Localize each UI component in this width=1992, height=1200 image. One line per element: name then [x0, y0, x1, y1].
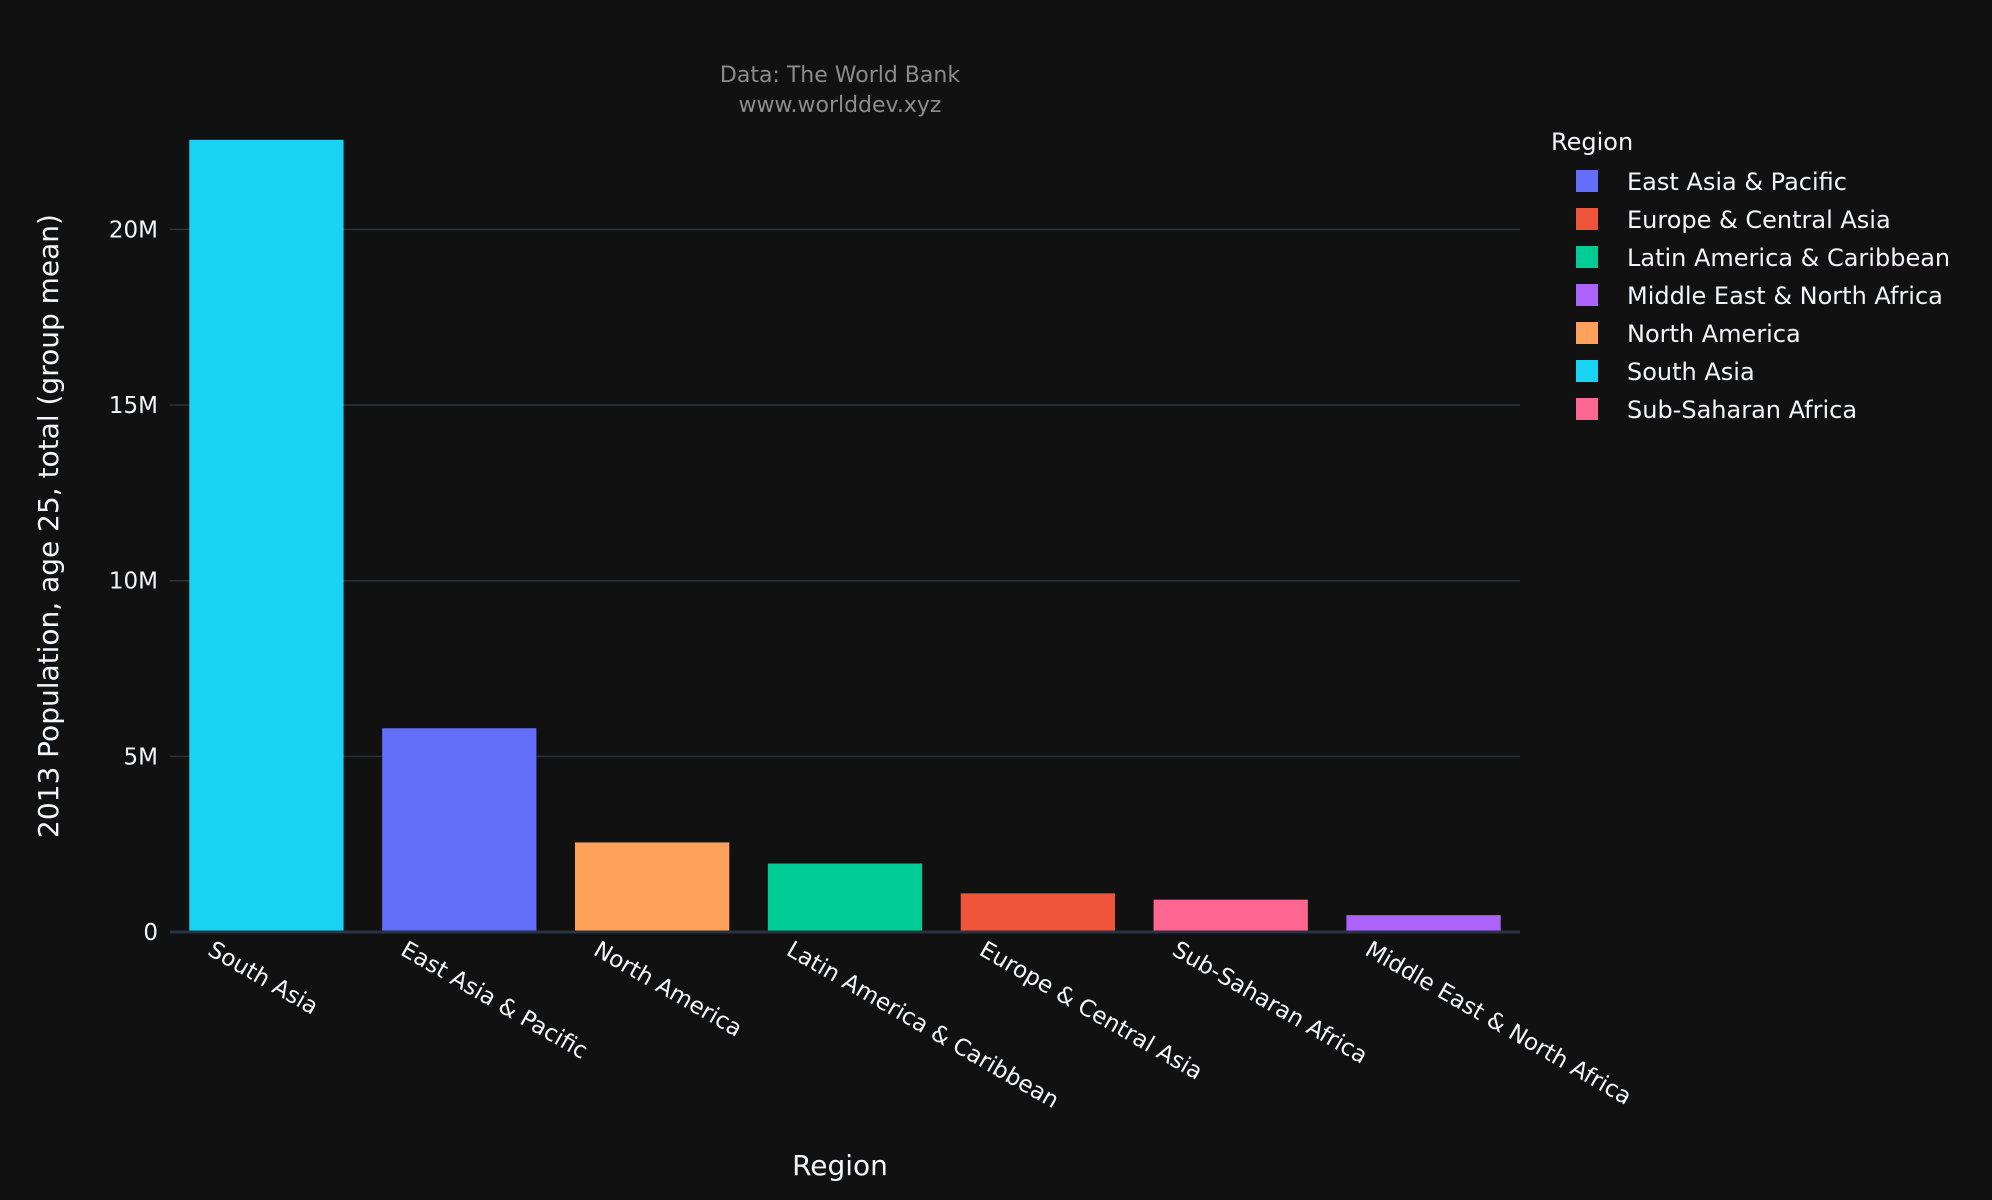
x-tick-label: Sub-Saharan Africa [1168, 937, 1372, 1070]
chart-subtitle: www.worlddev.xyz [739, 93, 942, 118]
legend-label: Latin America & Caribbean [1627, 244, 1950, 272]
x-tick-label: East Asia & Pacific [396, 937, 592, 1065]
legend-swatch [1576, 360, 1598, 382]
legend-label: Sub-Saharan Africa [1627, 396, 1857, 424]
y-tick-label: 10M [109, 569, 158, 595]
legend-swatch [1576, 398, 1598, 420]
legend-label: Europe & Central Asia [1627, 206, 1891, 234]
legend-swatch [1576, 284, 1598, 306]
legend-swatch [1576, 208, 1598, 230]
y-tick-label: 20M [109, 217, 158, 243]
legend-item[interactable]: Middle East & North Africa [1576, 282, 1943, 310]
legend-label: North America [1627, 320, 1801, 348]
x-tick-label: Middle East & North Africa [1361, 937, 1636, 1111]
bar-middle-east-north-africa [1346, 915, 1501, 932]
bar-south-asia [189, 139, 344, 932]
chart-title: Data: The World Bank [720, 63, 960, 88]
legend-label: East Asia & Pacific [1627, 168, 1847, 196]
bar-europe-central-asia [960, 893, 1115, 932]
x-tick-label: North America [589, 937, 746, 1043]
legend-item[interactable]: North America [1576, 320, 1801, 348]
y-tick-label: 15M [109, 393, 158, 419]
x-tick-label: South Asia [203, 937, 322, 1021]
y-tick-label: 5M [124, 744, 158, 770]
legend-title: Region [1551, 128, 1633, 156]
legend-item[interactable]: Latin America & Caribbean [1576, 244, 1950, 272]
y-tick-labels: 0 5M 10M 15M 20M [109, 217, 158, 946]
legend: Region East Asia & Pacific Europe & Centr… [1551, 128, 1950, 424]
legend-label: Middle East & North Africa [1627, 282, 1943, 310]
bar-east-asia-pacific [382, 728, 537, 932]
y-axis-label: 2013 Population, age 25, total (group me… [32, 214, 65, 838]
legend-item[interactable]: Europe & Central Asia [1576, 206, 1891, 234]
bar-north-america [575, 842, 730, 932]
legend-item[interactable]: South Asia [1576, 358, 1755, 386]
legend-swatch [1576, 246, 1598, 268]
gridlines [170, 228, 1520, 758]
bars [189, 139, 1501, 932]
y-tick-label: 0 [143, 920, 158, 946]
bar-latin-america-caribbean [767, 863, 923, 932]
bar-sub-saharan-africa [1153, 899, 1308, 932]
legend-swatch [1576, 170, 1598, 192]
legend-swatch [1576, 322, 1598, 344]
legend-label: South Asia [1627, 358, 1755, 386]
legend-item[interactable]: Sub-Saharan Africa [1576, 396, 1857, 424]
legend-item[interactable]: East Asia & Pacific [1576, 168, 1847, 196]
x-axis-label: Region [792, 1149, 888, 1182]
